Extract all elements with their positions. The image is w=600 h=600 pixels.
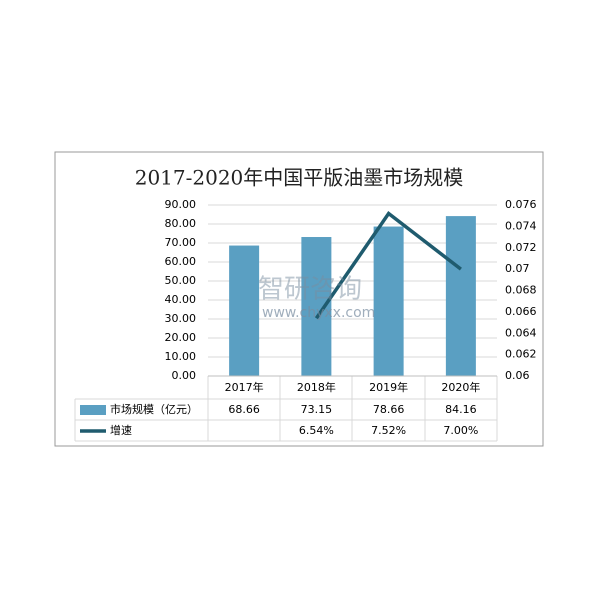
legend-swatch <box>80 405 106 415</box>
y2-tick-label: 0.062 <box>505 348 537 361</box>
table-value: 6.54% <box>299 424 334 437</box>
y-tick-label: 40.00 <box>165 293 197 306</box>
table-value: 73.15 <box>301 403 333 416</box>
table-value: 84.16 <box>445 403 477 416</box>
watermark: www.chyxx.com <box>262 305 375 321</box>
table-value: 78.66 <box>373 403 405 416</box>
y2-tick-label: 0.066 <box>505 305 537 318</box>
y2-tick-label: 0.06 <box>505 369 530 382</box>
watermark: 智研咨询 <box>258 275 362 305</box>
y-tick-label: 20.00 <box>165 331 197 344</box>
chart-title: 2017-2020年中国平版油墨市场规模 <box>135 166 464 190</box>
y-tick-label: 80.00 <box>165 217 197 230</box>
table-value: 7.52% <box>371 424 406 437</box>
legend-label: 增速 <box>110 423 132 437</box>
y-tick-label: 90.00 <box>165 198 197 211</box>
table-value: 68.66 <box>228 403 260 416</box>
bar <box>229 245 260 376</box>
x-tick-label: 2020年 <box>441 380 480 394</box>
x-tick-label: 2017年 <box>225 380 264 394</box>
y2-tick-label: 0.064 <box>505 326 537 339</box>
bar <box>373 226 404 376</box>
y-tick-label: 30.00 <box>165 312 197 325</box>
line <box>314 211 462 320</box>
x-tick-label: 2019年 <box>369 380 408 394</box>
y2-tick-label: 0.072 <box>505 241 537 254</box>
y-tick-label: 70.00 <box>165 236 197 249</box>
legend-label: 市场规模（亿元） <box>110 402 198 416</box>
x-tick-label: 2018年 <box>297 380 336 394</box>
y-tick-label: 60.00 <box>165 255 197 268</box>
y2-tick-label: 0.07 <box>505 262 530 275</box>
y-tick-label: 10.00 <box>165 350 197 363</box>
y-tick-label: 50.00 <box>165 274 197 287</box>
table-value: 7.00% <box>443 424 478 437</box>
y2-tick-label: 0.076 <box>505 198 537 211</box>
y2-tick-label: 0.068 <box>505 284 537 297</box>
y2-tick-label: 0.074 <box>505 219 537 232</box>
bar <box>445 216 476 376</box>
y-tick-label: 0.00 <box>172 369 197 382</box>
